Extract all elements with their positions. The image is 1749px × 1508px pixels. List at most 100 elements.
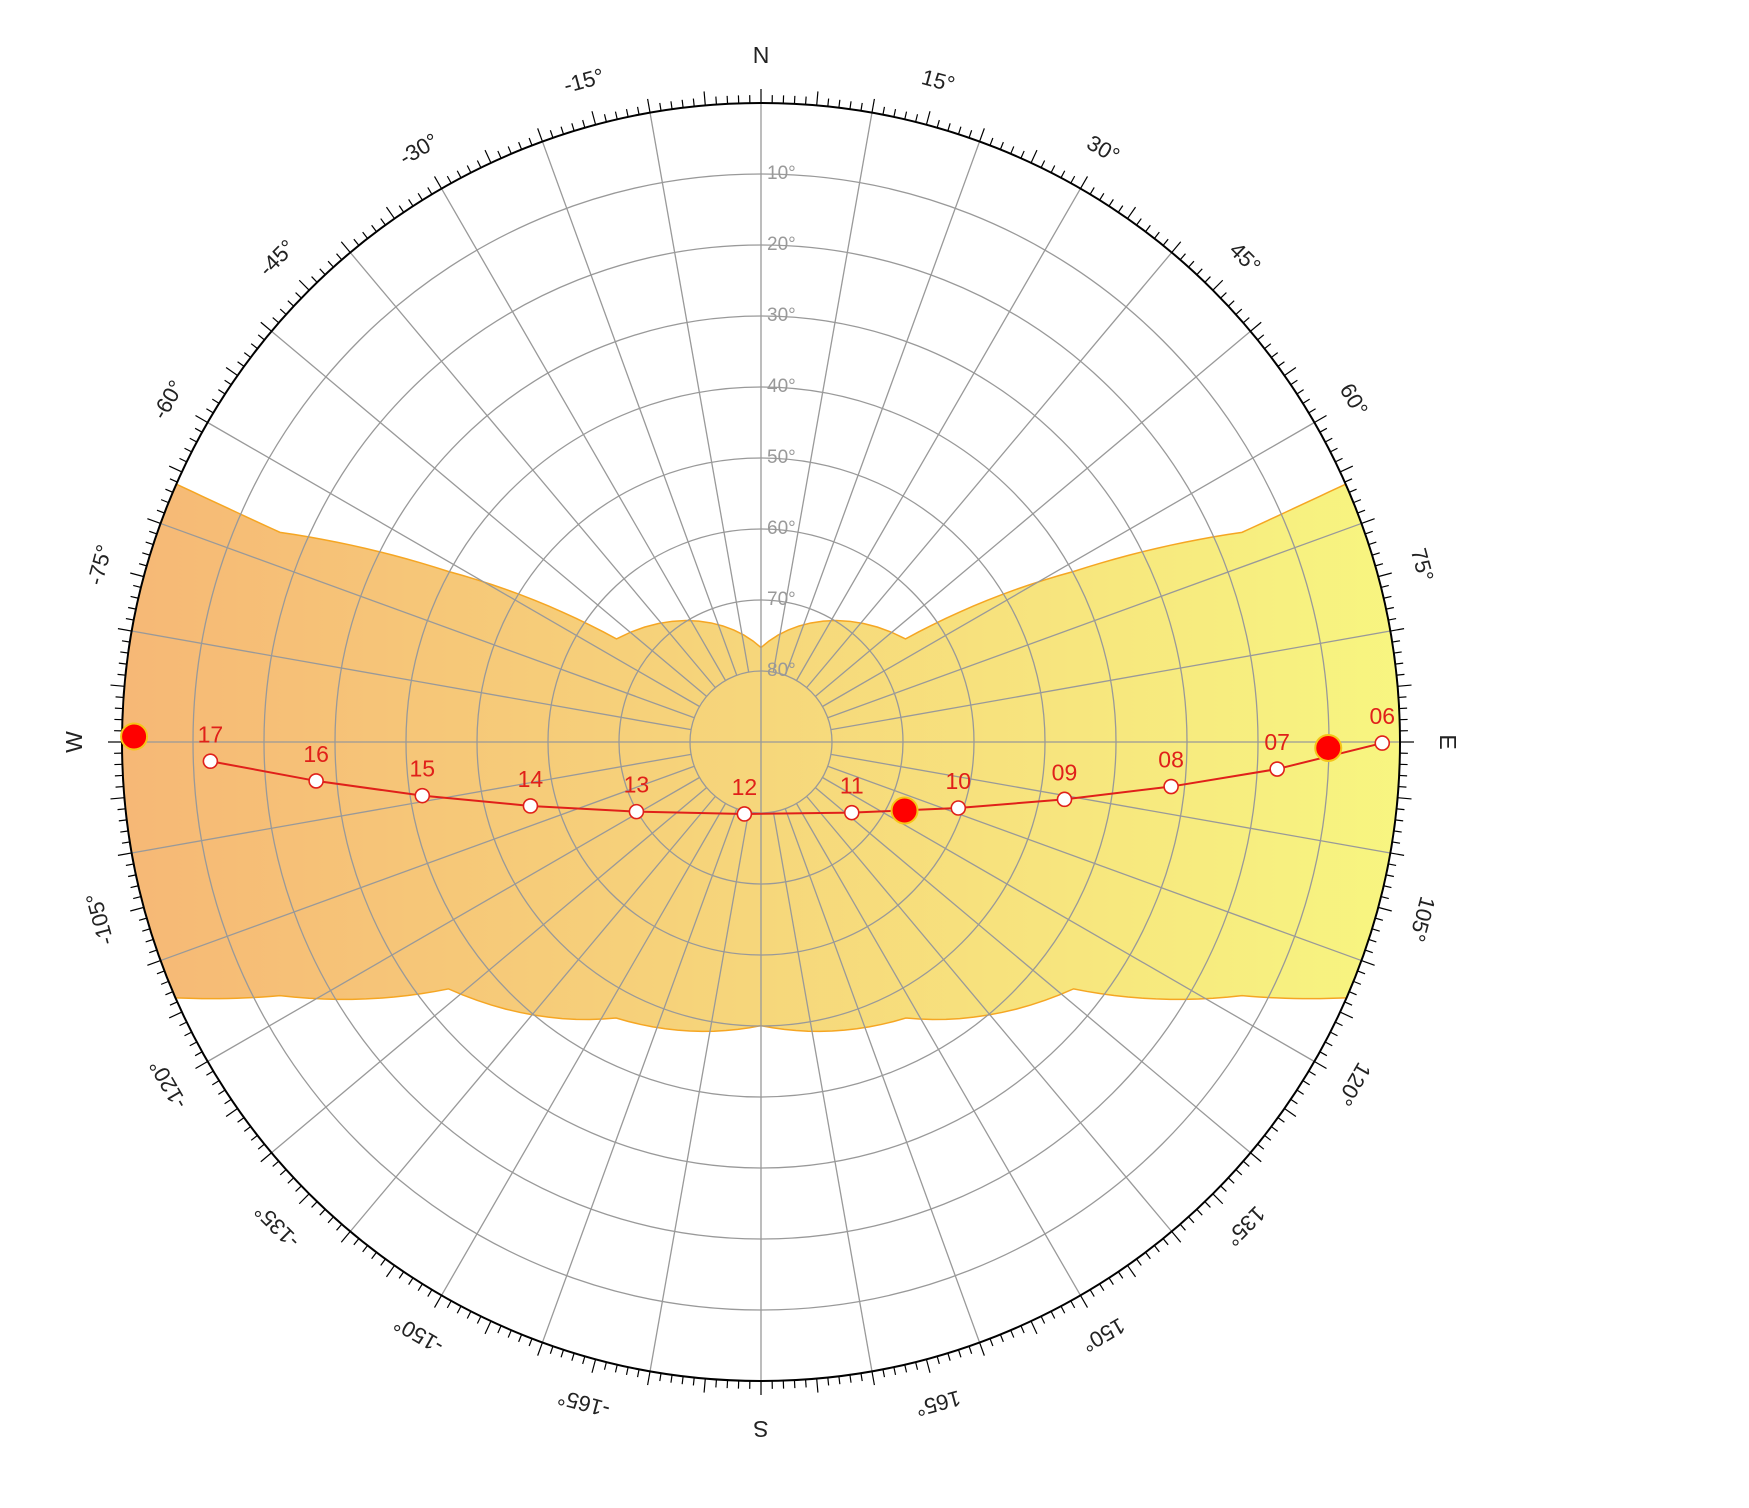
azimuth-tick [603,114,607,123]
azimuth-tick [224,1098,232,1105]
azimuth-tick [218,389,226,395]
azimuth-tick [957,1349,962,1358]
azimuth-tick [518,1334,523,1343]
azimuth-tick [243,1126,252,1132]
azimuth-tick [1390,628,1405,632]
azimuth-tick [211,398,220,404]
azimuth-tick [816,91,819,106]
azimuth-tick [362,231,369,239]
azimuth-tick [692,1377,695,1386]
azimuth-tick [1153,231,1160,239]
azimuth-grid-line [349,795,716,1232]
azimuth-label: -30° [395,128,443,170]
azimuth-tick [138,917,147,921]
azimuth-tick [860,102,863,111]
azimuth-tick [582,119,586,128]
azimuth-tick [130,906,144,912]
azimuth-tick [1353,499,1362,504]
azimuth-tick [121,640,130,643]
hour-marker [736,806,753,822]
azimuth-tick [398,205,405,213]
azimuth-tick [149,949,158,954]
altitude-label: 50° [767,447,796,468]
hour-label: 07 [1264,729,1290,755]
azimuth-tick [115,785,124,788]
azimuth-tick [1264,1134,1272,1141]
azimuth-tick [1324,1041,1333,1047]
azimuth-tick [1324,437,1333,443]
azimuth-label: -150° [390,1311,448,1359]
azimuth-grid-line [271,787,708,1154]
azimuth-label: -60° [147,376,189,424]
azimuth-tick [117,852,132,856]
hour-label: 15 [409,756,435,782]
azimuth-tick [1348,991,1357,996]
azimuth-tick [871,1371,875,1386]
azimuth-tick [1397,684,1412,687]
azimuth-tick [659,102,662,111]
azimuth-tick [1127,206,1137,219]
azimuth-tick [871,98,875,113]
azimuth-label: -105° [81,890,119,948]
sun-event [1314,733,1343,762]
azimuth-tick [936,119,940,128]
azimuth-tick [130,572,144,578]
azimuth-tick [1030,149,1038,164]
azimuth-tick [849,1374,852,1383]
azimuth-tick [827,98,830,107]
azimuth-tick [1040,1316,1046,1324]
azimuth-tick [336,253,343,261]
azimuth-tick [614,1364,618,1373]
azimuth-label: -135° [249,1199,304,1254]
azimuth-tick [1099,1283,1105,1292]
azimuth-tick [1099,192,1105,201]
azimuth-tick [591,111,597,125]
azimuth-tick [1308,1070,1316,1076]
azimuth-tick [560,1349,565,1358]
azimuth-tick [115,696,124,699]
azimuth-tick [1108,199,1114,207]
azimuth-tick [118,819,127,822]
hour-marker [628,803,645,820]
azimuth-label: -165° [555,1384,613,1422]
azimuth-tick [311,276,318,283]
azimuth-tick [417,1283,423,1292]
azimuth-tick [117,628,132,632]
azimuth-tick [1070,175,1076,184]
azimuth-tick [1308,408,1316,414]
azimuth-tick [1364,530,1373,535]
azimuth-tick [1348,488,1357,493]
azimuth-tick [446,175,452,184]
azimuth-tick [189,1041,198,1047]
azimuth-grid-line [160,765,695,962]
sun-path-line [210,742,1383,815]
hour-marker [1163,778,1179,795]
azimuth-grid-line [830,753,1391,854]
azimuth-grid-line [207,776,700,1063]
azimuth-tick [1242,1160,1250,1167]
azimuth-tick [1196,1208,1203,1216]
azimuth-grid-line [541,141,738,676]
azimuth-tick [466,1311,472,1319]
azimuth-tick [1127,1265,1137,1278]
azimuth-grid-line [772,112,873,673]
azimuth-tick [125,863,134,867]
azimuth-tick [237,361,245,367]
azimuth-tick [237,1117,245,1123]
azimuth-tick [1339,465,1354,473]
azimuth-tick [1396,673,1405,676]
azimuth-tick [1257,334,1265,341]
azimuth-tick [194,427,203,433]
azimuth-tick [279,308,287,315]
azimuth-tick [433,176,443,189]
azimuth-tick [1319,1051,1328,1057]
compass-label: E [1435,734,1461,749]
azimuth-tick [408,1277,414,1285]
azimuth-tick [1089,1289,1095,1297]
azimuth-tick [1257,1143,1265,1150]
azimuth-tick [571,1352,575,1361]
azimuth-tick [206,408,214,414]
azimuth-label: 165° [913,1385,963,1421]
azimuth-tick [497,1325,502,1334]
